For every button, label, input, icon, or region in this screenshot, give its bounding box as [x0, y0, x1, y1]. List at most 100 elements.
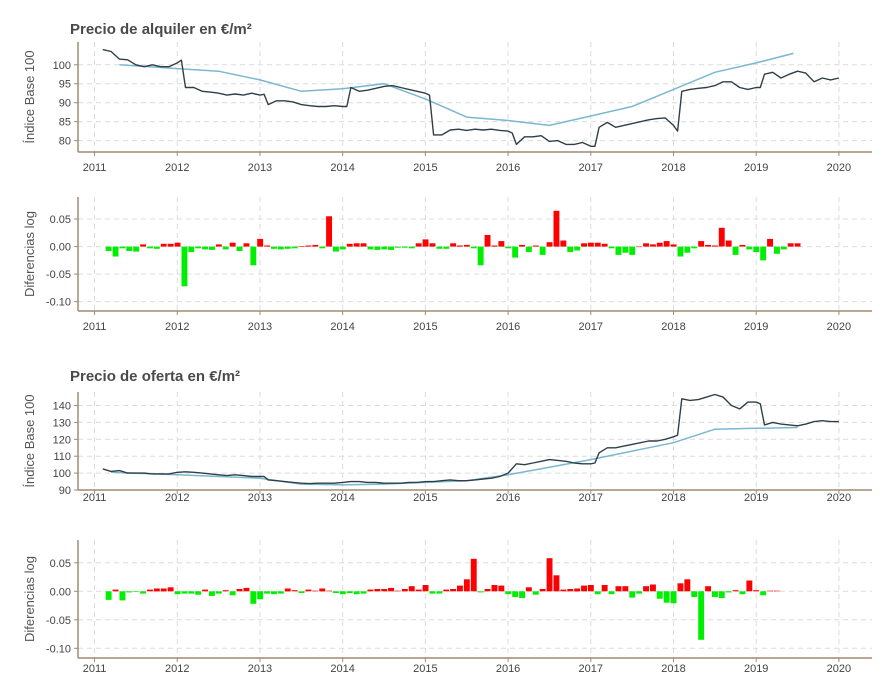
- bar: [498, 241, 505, 247]
- bar: [305, 589, 312, 592]
- bar: [181, 591, 188, 594]
- bar: [725, 591, 732, 593]
- chart-title-oferta: Precio de oferta en €/m²: [70, 368, 240, 385]
- bar: [656, 242, 663, 247]
- bar: [684, 579, 691, 592]
- bar: [312, 244, 319, 247]
- bar: [174, 242, 181, 247]
- bar: [463, 579, 470, 592]
- bar: [484, 235, 491, 247]
- x-tick-label: 2020: [827, 492, 851, 504]
- bar: [525, 246, 532, 253]
- y-tick-label: 110: [53, 451, 71, 463]
- bar: [539, 246, 546, 255]
- trend-line: [119, 52, 794, 127]
- bar: [457, 585, 463, 592]
- y-tick-label: 0.00: [50, 242, 71, 254]
- bar: [650, 584, 656, 592]
- bar: [581, 585, 587, 592]
- x-tick-label: 2015: [413, 321, 437, 333]
- bar: [381, 246, 388, 250]
- x-tick-label: 2018: [661, 321, 685, 333]
- x-tick-label: 2012: [165, 492, 189, 504]
- bar: [505, 591, 512, 595]
- bar: [450, 243, 457, 247]
- bar: [587, 242, 594, 247]
- bar: [284, 588, 291, 592]
- bar: [567, 246, 574, 253]
- x-tick-label: 2013: [248, 321, 272, 333]
- bar: [663, 591, 670, 603]
- x-tick-label: 2018: [661, 663, 685, 675]
- bar: [698, 241, 705, 247]
- bar: [153, 588, 160, 592]
- bar: [594, 591, 601, 595]
- x-tick-label: 2011: [83, 321, 107, 333]
- bar: [470, 558, 477, 592]
- bar: [126, 591, 133, 593]
- bar: [767, 590, 773, 592]
- bar: [222, 590, 229, 592]
- bar: [222, 246, 229, 250]
- bar: [567, 589, 574, 592]
- x-tick-label: 2019: [744, 492, 768, 504]
- bar: [319, 246, 326, 249]
- bar: [381, 589, 388, 592]
- bar: [250, 591, 257, 604]
- y-axis-label: Índice Base 100: [22, 50, 37, 143]
- bar: [243, 243, 250, 247]
- bar: [656, 591, 663, 599]
- y-tick-label: 100: [53, 468, 71, 480]
- bar: [374, 589, 381, 592]
- bar: [209, 591, 215, 596]
- y-tick-label: 95: [59, 79, 71, 91]
- bar: [202, 246, 208, 250]
- bar: [133, 246, 140, 252]
- bar: [670, 591, 677, 604]
- bar: [491, 245, 498, 247]
- x-tick-label: 2015: [413, 492, 437, 504]
- bar: [463, 244, 470, 247]
- bar: [718, 227, 725, 247]
- bar: [698, 591, 705, 640]
- x-tick-label: 2019: [744, 162, 768, 174]
- x-tick-label: 2018: [661, 492, 685, 504]
- y-tick-label: 130: [53, 417, 71, 429]
- bar: [643, 243, 649, 247]
- bar: [663, 241, 670, 247]
- bar: [774, 246, 780, 254]
- bar: [450, 589, 457, 592]
- bar: [126, 246, 133, 251]
- bar: [319, 588, 326, 592]
- bar: [395, 246, 401, 248]
- bar: [291, 590, 298, 592]
- bar: [367, 246, 374, 250]
- bar: [298, 246, 305, 247]
- bar: [491, 585, 498, 592]
- bar: [250, 246, 257, 266]
- x-tick-label: 2014: [330, 321, 354, 333]
- bar: [195, 246, 202, 249]
- bar: [505, 246, 512, 249]
- x-tick-label: 2019: [744, 663, 768, 675]
- bar: [608, 246, 615, 249]
- y-tick-label: 80: [59, 136, 71, 148]
- y-tick-label: -0.05: [46, 269, 71, 281]
- bar: [539, 589, 546, 592]
- bar: [477, 591, 484, 593]
- bar: [112, 246, 119, 257]
- bar: [615, 586, 622, 592]
- bar: [525, 587, 532, 592]
- bar: [457, 245, 463, 247]
- bar: [705, 586, 711, 592]
- bar: [553, 575, 560, 592]
- bar: [160, 588, 167, 592]
- x-tick-label: 2016: [496, 663, 520, 675]
- bar: [601, 585, 608, 592]
- bar: [532, 245, 539, 247]
- bar: [167, 243, 174, 247]
- bar: [195, 591, 202, 595]
- bar: [271, 591, 277, 595]
- bar: [326, 216, 332, 247]
- x-tick-label: 2018: [661, 162, 685, 174]
